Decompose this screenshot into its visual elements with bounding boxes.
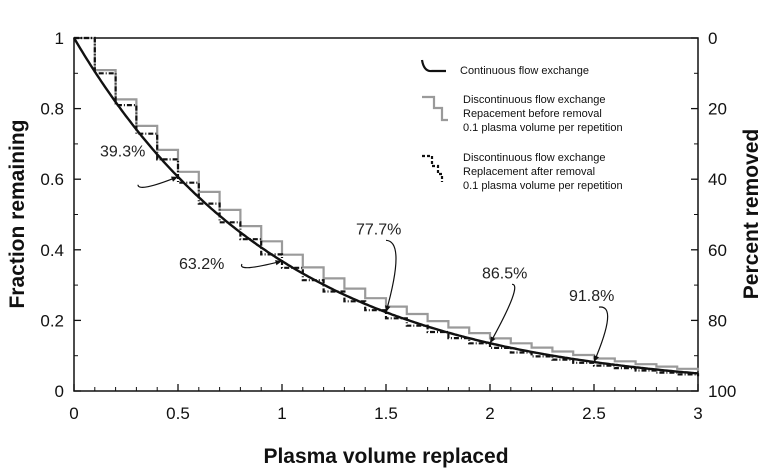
x-tick-label: 2.5 (582, 404, 606, 423)
y2-tick-label: 60 (708, 241, 727, 260)
x-tick-label: 2 (485, 404, 494, 423)
annotation-arrow (489, 283, 516, 344)
legend-symbol-continuous (420, 59, 446, 73)
x-tick-label: 1.5 (374, 404, 398, 423)
y-tick-label: 0.4 (40, 241, 64, 260)
annotation-label: 63.2% (179, 256, 224, 273)
legend-label-after-line2: Replacement after removal (463, 166, 595, 178)
y-axis-title: Fraction remaining (6, 119, 29, 308)
x-tick-label: 0.5 (166, 404, 190, 423)
legend-label-before-line2: Repacement before removal (463, 108, 602, 120)
series-replacement-before-removal (74, 36, 700, 371)
annotation-arrowhead (385, 305, 391, 313)
x-axis-title: Plasma volume replaced (263, 445, 508, 468)
plot-frame (73, 37, 699, 392)
annotation-arrowhead (490, 336, 496, 344)
y-tick-label: 1 (55, 29, 64, 48)
annotation-arrowhead (171, 176, 178, 182)
annotation-arrow (385, 239, 397, 313)
annotation-label: 39.3% (100, 144, 145, 161)
y2-tick-label: 20 (708, 100, 727, 119)
y-tick-label: 0.6 (40, 170, 64, 189)
y2-axis-title: Percent removed (740, 129, 763, 299)
y2-tick-label: 100 (708, 382, 736, 401)
y2-tick-label: 80 (708, 311, 727, 330)
annotation-arrow (593, 306, 609, 363)
x-tick-label: 3 (693, 404, 702, 423)
legend: Continuous flow exchange Discontinuous f… (420, 59, 623, 192)
annotation-label: 77.7% (356, 221, 401, 238)
annotation-label: 91.8% (569, 288, 614, 305)
legend-symbol-replacement-before (422, 95, 448, 122)
x-tick-label: 0 (69, 404, 78, 423)
legend-label-after-line3: 0.1 plasma volume per repetition (463, 180, 623, 192)
y-tick-label: 0 (55, 382, 64, 401)
legend-label-continuous: Continuous flow exchange (460, 65, 589, 77)
x-tick-label: 1 (277, 404, 286, 423)
series-replacement-after-removal (74, 36, 700, 377)
annotation-arrow (137, 176, 179, 188)
legend-label-before-line3: 0.1 plasma volume per repetition (463, 122, 623, 134)
legend-label-before-line1: Discontinuous flow exchange (463, 94, 605, 106)
y-tick-label: 0.8 (40, 100, 64, 119)
series-continuous-flow (72, 37, 699, 375)
annotation-label: 86.5% (482, 265, 527, 282)
legend-symbol-replacement-after (422, 154, 444, 182)
y2-tick-label: 40 (708, 170, 727, 189)
annotation-arrow (240, 260, 283, 269)
y-tick-label: 0.2 (40, 311, 64, 330)
annotation-arrowhead (594, 355, 599, 363)
annotation-arrowhead (275, 260, 282, 266)
legend-label-after-line1: Discontinuous flow exchange (463, 152, 605, 164)
y2-tick-label: 0 (708, 29, 717, 48)
